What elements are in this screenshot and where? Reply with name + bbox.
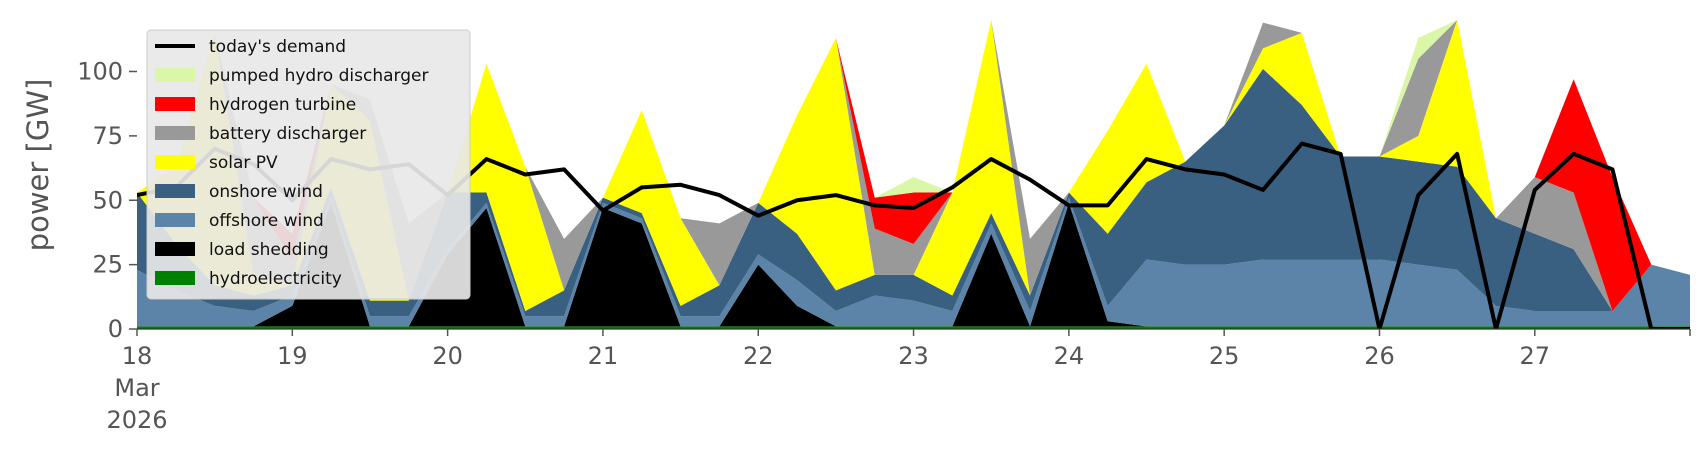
x-tick-month-label: Mar [114,374,159,402]
legend-item-battery-discharger: battery discharger [155,124,366,144]
y-axis-label: power [GW] [21,79,55,252]
area-onshore-wind [137,68,1690,317]
legend-swatch [155,155,195,169]
y-tick-label: 100 [77,58,123,86]
x-tick-label: 19 [277,342,308,370]
legend-label: pumped hydro discharger [209,66,428,86]
legend-label: battery discharger [209,124,366,144]
legend-swatch [155,68,195,82]
legend-label: load shedding [209,240,329,260]
legend-swatch [155,242,195,256]
legend-item-pumped-hydro-discharger: pumped hydro discharger [155,66,428,86]
legend-item-offshore-wind: offshore wind [155,211,324,231]
legend-item-hydrogen-turbine: hydrogen turbine [155,95,356,115]
legend-swatch [155,97,195,111]
legend-item-load-shedding: load shedding [155,240,329,260]
area-offshore-wind [137,197,1690,327]
x-tick-label: 27 [1520,342,1551,370]
x-tick-label: 18 [122,342,153,370]
legend-label: hydroelectricity [209,269,342,289]
x-tick-label: 22 [743,342,774,370]
x-tick-label: 21 [588,342,619,370]
legend-swatch [155,271,195,285]
legend-label: offshore wind [209,211,324,231]
legend-item-onshore-wind: onshore wind [155,182,323,202]
axes-layer: 0 25 50 75 100 18 Mar 2026 19 20 21 22 23 24 25 26 27 [77,58,1691,434]
legend-swatch [155,184,195,198]
legend-label: hydrogen turbine [209,95,356,115]
legend-swatch [155,213,195,227]
legend-label: today's demand [209,37,346,57]
legend-item-today-s-demand: today's demand [155,37,346,57]
x-tick-label: 25 [1209,342,1240,370]
x-tick-label: 24 [1054,342,1085,370]
x-tick-year-label: 2026 [106,406,167,434]
legend-item-solar-pv: solar PV [155,153,278,173]
legend-swatch [155,126,195,140]
legend-label: solar PV [209,153,278,173]
legend-box [146,29,471,300]
x-tick-label: 26 [1364,342,1395,370]
x-tick-label: 23 [898,342,929,370]
area-hydroelectricity [137,326,1690,329]
y-tick-label: 50 [92,186,123,214]
y-tick-label: 75 [92,122,123,150]
legend-label: onshore wind [209,182,323,202]
legend-item-hydroelectricity: hydroelectricity [155,269,342,289]
y-tick-label: 25 [92,251,123,279]
legend: today's demand pumped hydro discharger hyd… [146,29,471,300]
area-solar-pv [137,20,1690,311]
x-tick-label: 20 [432,342,463,370]
y-tick-label: 0 [108,315,123,343]
